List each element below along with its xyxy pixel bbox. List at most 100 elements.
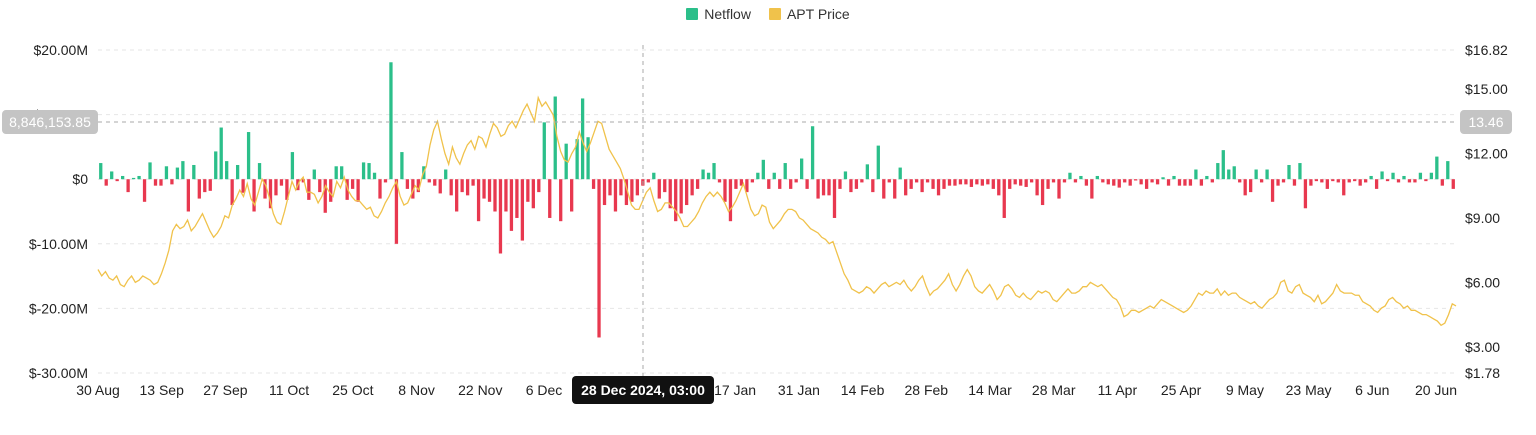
netflow-bar (208, 179, 212, 191)
netflow-bar (1238, 179, 1242, 183)
netflow-bar (1051, 179, 1056, 183)
netflow-bar (1199, 179, 1204, 186)
netflow-bar (1446, 161, 1450, 180)
x-tick-label: 8 Nov (398, 382, 435, 398)
netflow-bar (750, 179, 755, 183)
netflow-bar (1249, 179, 1253, 193)
netflow-bar (1188, 179, 1193, 186)
crosshair-time-value: 28 Dec 2024, 03:00 (581, 382, 705, 398)
netflow-bar (838, 179, 842, 189)
netflow-bar (904, 179, 908, 196)
netflow-bar (279, 179, 284, 186)
netflow-bar (1062, 179, 1067, 183)
netflow-bar (131, 177, 136, 180)
netflow-bar (646, 179, 650, 183)
netflow-bar (1320, 179, 1324, 183)
crosshair-right-value: 13.46 (1468, 114, 1503, 130)
netflow-bar (181, 161, 185, 180)
netflow-bar (542, 122, 546, 180)
netflow-bar (827, 179, 831, 196)
netflow-bar (1358, 179, 1362, 186)
netflow-bar (1166, 179, 1171, 186)
legend-item-netflow[interactable]: Netflow (686, 6, 751, 22)
right-tick-label: $6.00 (1465, 274, 1500, 290)
legend-label-apt-price: APT Price (786, 6, 850, 22)
netflow-bar (1243, 179, 1247, 196)
netflow-bar (871, 179, 875, 193)
netflow-bar (958, 179, 963, 185)
netflow-bar (898, 167, 902, 180)
x-tick-label: 30 Aug (76, 382, 120, 398)
netflow-bar (1287, 164, 1291, 180)
netflow-bar (570, 179, 574, 212)
netflow-bar (1084, 179, 1089, 186)
netflow-bar (515, 179, 519, 218)
netflow-bar (323, 179, 327, 213)
netflow-bar (520, 179, 525, 241)
netflow-bar (739, 179, 744, 186)
netflow-bar (329, 179, 333, 202)
netflow-bar (509, 179, 514, 231)
legend-label-netflow: Netflow (704, 6, 751, 22)
netflow-bar (1205, 175, 1209, 180)
netflow-bar (465, 179, 470, 196)
netflow-bar (1155, 179, 1160, 185)
netflow-bar (1177, 179, 1182, 186)
x-tick-label: 25 Oct (332, 382, 373, 398)
netflow-bar (1429, 172, 1434, 180)
x-tick-label: 6 Dec (526, 382, 563, 398)
netflow-bar (832, 179, 837, 218)
netflow-bar (1364, 179, 1368, 183)
netflow-bar (427, 179, 431, 183)
netflow-bar (115, 179, 119, 182)
netflow-bar (821, 179, 826, 196)
grid-lines (98, 49, 1456, 374)
netflow-bar (1385, 179, 1390, 182)
netflow-bar (241, 179, 245, 193)
netflow-bar (1281, 179, 1286, 183)
netflow-bar (455, 179, 459, 212)
netflow-bar (1002, 179, 1006, 218)
netflow-bar (104, 179, 108, 186)
netflow-bar (942, 179, 946, 189)
netflow-bar (712, 163, 716, 180)
netflow-bar (1068, 172, 1072, 180)
x-tick-label: 20 Jun (1415, 382, 1457, 398)
netflow-bar (1325, 179, 1329, 189)
netflow-bar (854, 179, 859, 189)
netflow-bar (268, 179, 273, 209)
netflow-bar (1380, 171, 1384, 180)
netflow-bar (372, 172, 377, 180)
crosshair-left-value: 8,846,153.85 (9, 114, 91, 130)
netflow-bar (230, 179, 234, 206)
netflow-bar (1128, 179, 1132, 186)
legend-item-apt-price[interactable]: APT Price (768, 6, 850, 22)
netflow-bar (471, 179, 475, 186)
x-tick-label: 27 Sep (203, 382, 248, 398)
netflow-bar (783, 163, 787, 180)
netflow-bar (1265, 169, 1269, 180)
netflow-bar (624, 179, 629, 206)
left-tick-label: $-10.00M (29, 236, 88, 252)
netflow-bar (548, 179, 552, 218)
netflow-bar (449, 179, 453, 196)
netflow-bar (1024, 179, 1028, 187)
netflow-bar (214, 151, 218, 180)
netflow-bar (121, 175, 125, 180)
netflow-bar (1369, 175, 1373, 180)
legend-swatch-netflow (686, 8, 699, 20)
netflow-bar (394, 179, 399, 244)
netflow-bar (526, 179, 530, 202)
netflow-bar (690, 179, 694, 196)
netflow-bar (657, 179, 661, 199)
netflow-bar (476, 179, 481, 222)
netflow-bar (1391, 172, 1395, 180)
netflow-bar (652, 172, 656, 180)
netflow-bar (1139, 179, 1143, 185)
netflow-bar (914, 179, 919, 183)
netflow-bar (964, 179, 968, 185)
netflow-bar (1347, 179, 1351, 183)
netflow-bar (1029, 179, 1034, 183)
netflow-bar (1396, 179, 1401, 183)
